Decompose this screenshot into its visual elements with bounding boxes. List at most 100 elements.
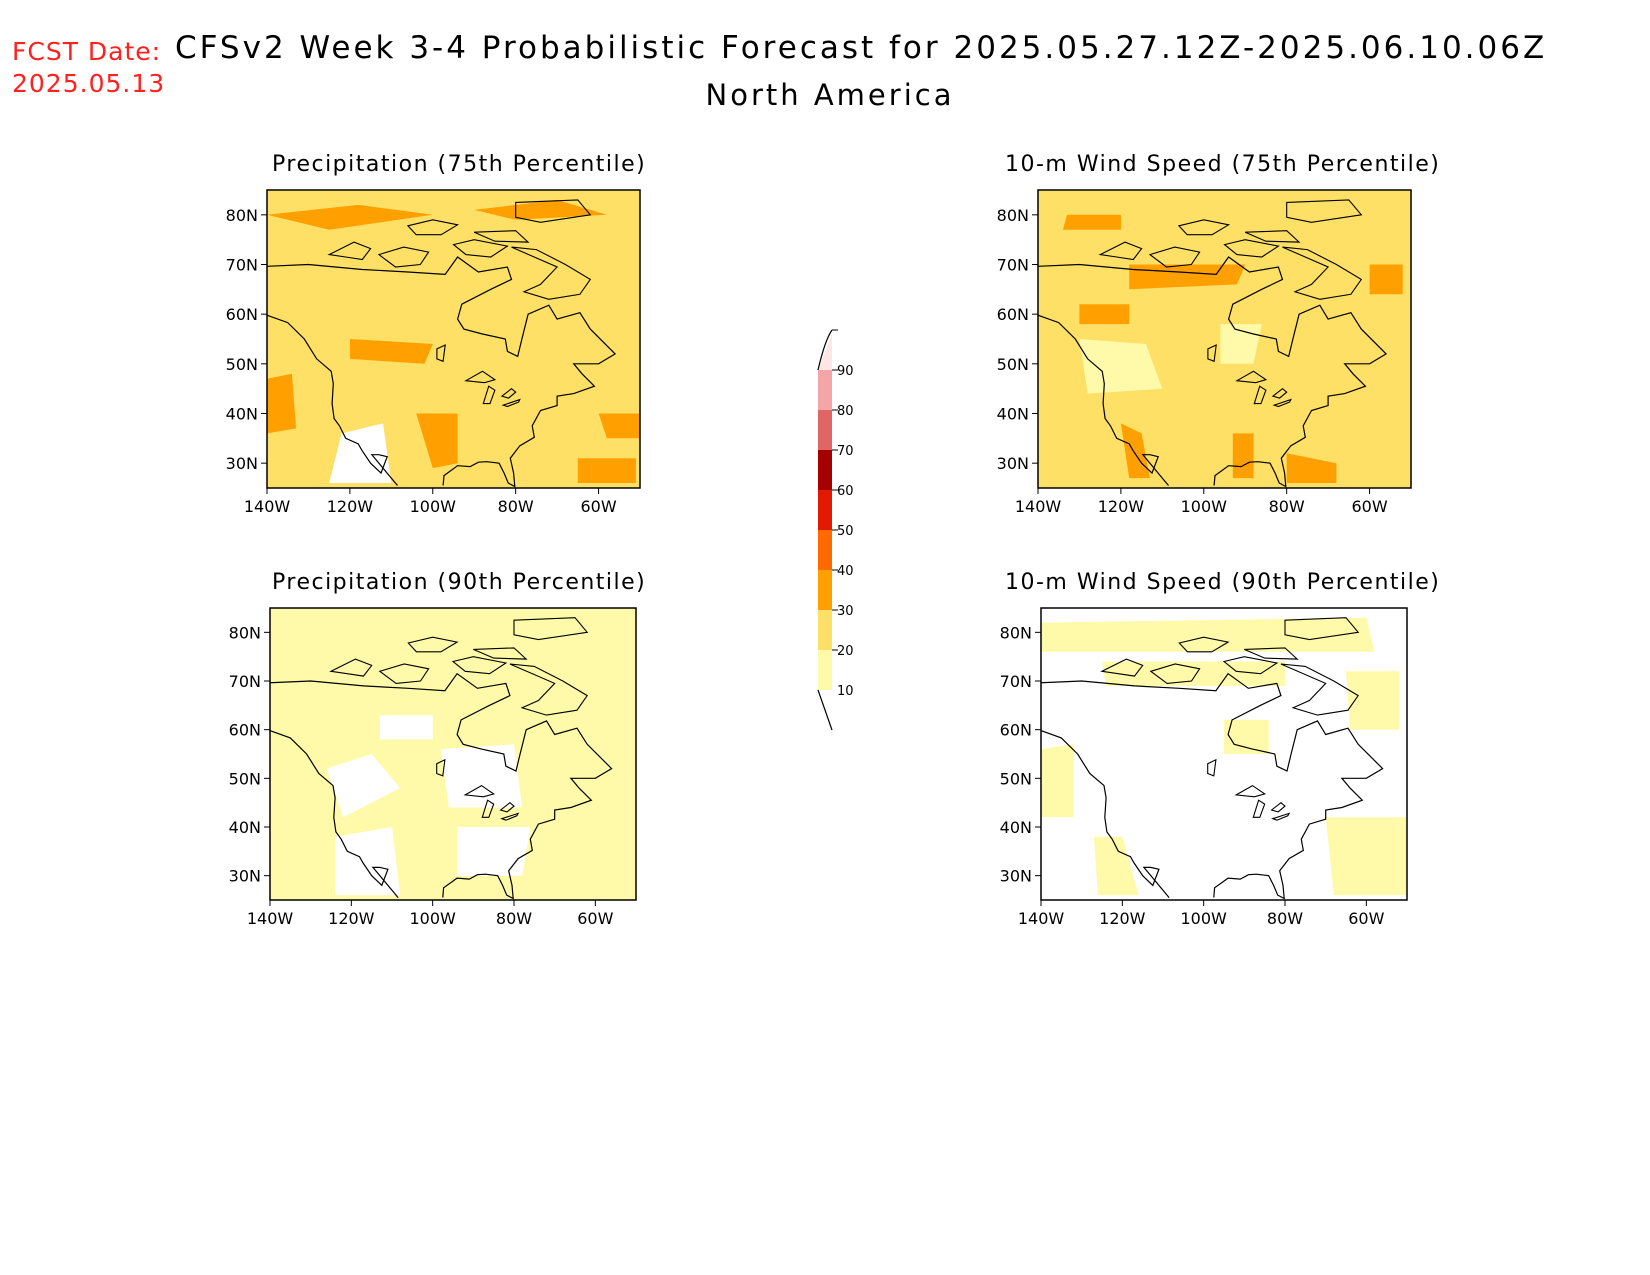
lat-tick-label: 60N xyxy=(997,305,1029,324)
shading-region xyxy=(1286,453,1337,483)
lon-tick-label: 80W xyxy=(1269,497,1305,516)
colorbar-segment xyxy=(818,570,832,610)
coastline xyxy=(270,672,613,900)
island-outline xyxy=(378,663,430,684)
shading-region xyxy=(1325,817,1407,896)
lake-outline xyxy=(1253,385,1267,405)
lake-outline xyxy=(463,784,495,798)
colorbar-segment xyxy=(818,650,832,690)
lon-tick-label: 140W xyxy=(244,497,291,516)
shading-region xyxy=(1062,214,1121,230)
lat-tick-label: 70N xyxy=(229,672,261,691)
lake-outline xyxy=(1235,370,1268,384)
panel-title-precip-75: Precipitation (75th Percentile) xyxy=(272,152,647,177)
shading-region xyxy=(379,715,433,740)
panel-title-wind-75: 10-m Wind Speed (75th Percentile) xyxy=(1005,152,1441,177)
island-outline xyxy=(1149,663,1201,684)
lon-tick-label: 60W xyxy=(580,497,616,516)
lake-outline xyxy=(481,799,495,818)
page-title: CFSv2 Week 3-4 Probabilistic Forecast fo… xyxy=(175,30,1548,66)
map-wind-75: 140W 120W 100W 80W 60W 80N 70N 60N 50N 40N 30N xyxy=(997,189,1412,516)
colorbar-label: 70 xyxy=(837,444,854,459)
lake-outline xyxy=(1271,387,1288,399)
colorbar-label: 80 xyxy=(837,404,854,419)
island-outline xyxy=(515,199,592,223)
lake-outline xyxy=(1271,812,1291,821)
lat-tick-label: 80N xyxy=(226,206,258,225)
shading-region xyxy=(349,339,433,364)
colorbar-label: 20 xyxy=(837,644,854,659)
colorbar-segment xyxy=(818,370,832,410)
lake-outline xyxy=(482,385,496,405)
colorbar-label: 10 xyxy=(837,684,854,699)
colorbar-label: 50 xyxy=(837,524,854,539)
colorbar-label: 90 xyxy=(837,364,854,379)
island-outline xyxy=(1100,658,1144,677)
island-outline xyxy=(513,617,589,641)
fcst-date-value: 2025.05.13 xyxy=(12,69,166,98)
island-outline xyxy=(509,663,588,716)
island-outline xyxy=(327,241,372,261)
lat-tick-label: 60N xyxy=(226,305,258,324)
shading-region xyxy=(335,827,401,896)
island-outline xyxy=(1178,636,1230,653)
lon-tick-label: 100W xyxy=(1180,909,1227,928)
island-outline xyxy=(1284,617,1360,641)
lat-tick-label: 80N xyxy=(229,623,261,642)
coastline-west xyxy=(1041,729,1170,898)
shading-region xyxy=(1232,433,1254,479)
lon-tick-label: 140W xyxy=(247,909,294,928)
lat-tick-label: 80N xyxy=(997,206,1029,225)
fcst-date-block: FCST Date: 2025.05.13 xyxy=(12,36,165,100)
island-outline xyxy=(1222,656,1279,675)
lat-tick-label: 80N xyxy=(1000,623,1032,642)
island-outline xyxy=(1177,219,1231,236)
lake-outline xyxy=(1252,799,1266,818)
island-outline xyxy=(451,656,508,675)
coastline xyxy=(1038,256,1388,488)
coastline-west xyxy=(270,729,399,898)
lon-tick-label: 80W xyxy=(496,909,532,928)
shading-region xyxy=(457,827,531,876)
shading-region xyxy=(1224,719,1269,754)
lat-tick-label: 40N xyxy=(229,818,261,837)
shading-region xyxy=(1041,744,1074,818)
map-frame xyxy=(266,189,641,489)
lake-outline xyxy=(1272,398,1292,408)
island-outline xyxy=(407,636,459,653)
shading-region xyxy=(267,204,433,230)
lat-tick-label: 30N xyxy=(229,867,261,886)
lat-tick-label: 40N xyxy=(997,405,1029,424)
island-outline xyxy=(473,230,530,243)
shading-region xyxy=(1079,304,1130,325)
lat-tick-label: 70N xyxy=(226,256,258,275)
map-frame xyxy=(1040,607,1408,901)
colorbar-segment xyxy=(818,450,832,490)
shading-region xyxy=(1369,264,1403,295)
lon-tick-label: 120W xyxy=(1099,909,1146,928)
island-outline xyxy=(1244,230,1301,243)
lon-tick-label: 120W xyxy=(328,909,375,928)
island-outline xyxy=(1286,199,1363,223)
lon-tick-label: 80W xyxy=(498,497,534,516)
lon-tick-label: 120W xyxy=(1098,497,1145,516)
lake-outline xyxy=(436,344,446,363)
lat-tick-label: 70N xyxy=(997,256,1029,275)
shading-region xyxy=(1079,339,1163,394)
lake-outline xyxy=(464,370,497,384)
fcst-date-label: FCST Date: xyxy=(12,37,162,66)
colorbar-label: 30 xyxy=(837,604,854,619)
shading-region xyxy=(440,744,523,808)
shading-region xyxy=(474,199,607,220)
lon-tick-label: 140W xyxy=(1018,909,1065,928)
island-outline xyxy=(377,246,430,268)
shading-region xyxy=(326,754,401,818)
lake-outline xyxy=(436,758,446,777)
lon-tick-label: 60W xyxy=(1351,497,1387,516)
lat-tick-label: 40N xyxy=(226,405,258,424)
colorbar-cap-top xyxy=(818,334,832,370)
coastline xyxy=(1041,672,1384,900)
island-outline xyxy=(473,647,528,660)
lat-tick-label: 40N xyxy=(1000,818,1032,837)
map-wind-90: 140W 120W 100W 80W 60W 80N 70N 60N 50N 40N 30N xyxy=(1000,607,1408,928)
